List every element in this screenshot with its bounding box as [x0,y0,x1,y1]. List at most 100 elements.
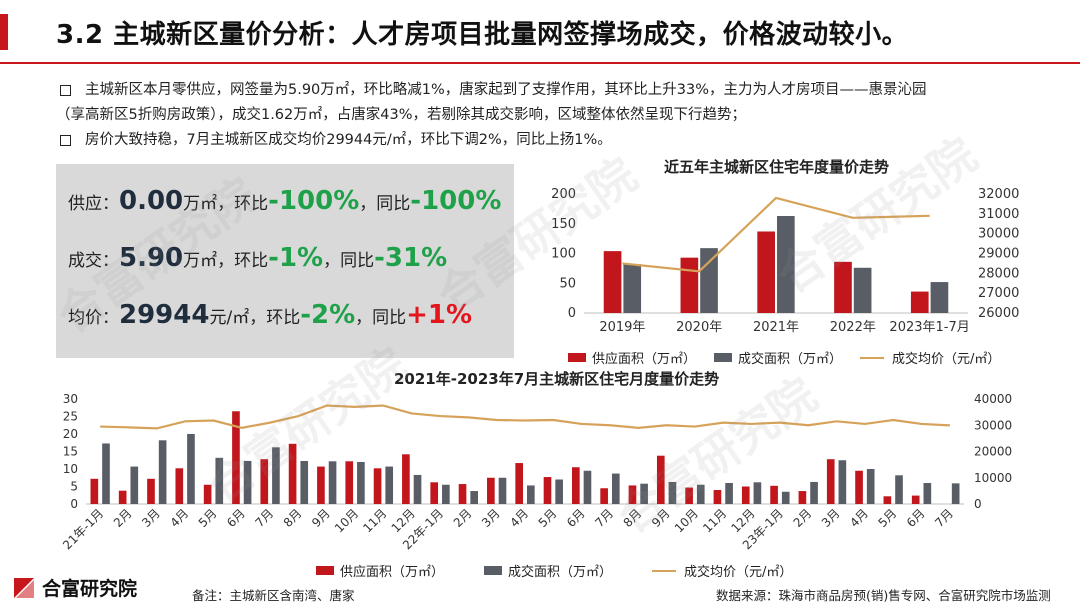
supply-bar [826,459,835,504]
y-left-tick-label: 10 [63,462,78,476]
supply-bar [147,478,155,504]
x-tick-label: 9月 [649,506,673,530]
y-left-tick-label: 50 [559,276,576,291]
supply-bar [834,261,852,313]
supply-bar [288,443,297,504]
annual-legend: 供应面积（万㎡） 成交面积（万㎡） 成交均价（元/㎡） [568,348,1018,367]
legend-price: 成交均价（元/㎡） [652,561,792,580]
legend-label: 成交均价（元/㎡） [684,565,793,580]
deal-bar [102,443,110,504]
supply-bar [175,468,184,504]
supply-bar [515,463,523,504]
legend-label: 成交均价（元/㎡） [892,352,1001,367]
supply-bar [571,467,580,504]
legend-price: 成交均价（元/㎡） [860,348,1000,367]
legend-label: 成交面积（万㎡） [508,565,613,580]
x-tick-label: 7月 [592,506,616,530]
y-left-tick-label: 25 [63,410,78,424]
bullet-text: 房价大致持稳，7月主城新区成交均价29944元/㎡，环比下调2%，同比上扬1%。 [85,132,612,148]
price-line [622,196,930,273]
y-right-tick-label: 32000 [978,187,1019,202]
deal-bar [385,466,394,504]
x-tick-label: 6月 [564,506,588,530]
kpi-value: 5.90 [119,243,184,273]
x-tick-label: 6月 [224,506,248,530]
y-right-tick-label: 40000 [974,392,1012,406]
deal-bar [357,462,365,504]
y-right-tick-label: 20000 [974,445,1012,459]
supply-bar [603,251,622,313]
deal-bar [300,460,309,504]
legend-swatch [714,353,733,362]
deal-bar [158,440,167,504]
kpi-panel: 供应：0.00万㎡，环比-100%，同比-100% 成交：5.90万㎡，环比-1… [56,164,514,358]
y-right-tick-label: 31000 [978,207,1019,222]
deal-bar [700,248,718,313]
kpi-sep: ，同比 [355,308,407,328]
price-line [100,404,950,430]
supply-bar [118,490,127,504]
kpi-label: 成交： [68,251,119,271]
x-tick-label: 2月 [791,506,815,530]
legend-deal: 成交面积（万㎡） [714,348,842,367]
deal-bar [753,482,762,504]
deal-bar [853,267,872,313]
supply-bar [487,477,495,504]
supply-bar [798,491,807,504]
y-right-tick-label: 30000 [974,418,1012,432]
supply-bar [741,486,750,504]
x-tick-label: 4月 [847,506,871,530]
kpi-mom: -2% [300,300,356,330]
title-bar: 3.2 主城新区量价分析：人才房项目批量网签撑场成交，价格波动较小。 [0,0,1080,64]
y-left-tick-label: 15 [63,445,78,459]
y-right-tick-label: 26000 [978,306,1019,321]
x-tick-label: 5月 [196,506,220,530]
supply-bar [855,470,863,504]
deal-bar [215,457,224,504]
x-tick-label: 21年-1月 [60,506,106,552]
deal-bar [810,481,818,504]
y-right-tick-label: 30000 [978,227,1019,242]
deal-bar [611,473,620,504]
supply-bar [680,257,699,313]
x-tick-label: 5月 [536,506,560,530]
x-tick-label: 7月 [252,506,276,530]
deal-bar [527,485,535,504]
x-tick-label: 2022年 [830,320,876,335]
supply-bar [713,490,722,504]
deal-bar [583,470,592,504]
deal-bar [777,216,795,313]
y-right-tick-label: 29000 [978,247,1019,262]
supply-bar [345,461,354,504]
deal-bar [470,491,479,504]
x-tick-label: 10月 [332,506,361,535]
kpi-mom: -100% [268,186,360,216]
deal-bar [130,466,139,504]
deal-bar [623,264,642,313]
kpi-supply-row: 供应：0.00万㎡，环比-100%，同比-100% [68,186,501,216]
kpi-price-row: 均价：29944元/㎡，环比-2%，同比+1% [68,300,472,330]
deal-bar [923,483,932,504]
annual-chart-title: 近五年主城新区住宅年度量价走势 [664,158,890,176]
legend-swatch [652,569,677,572]
bullet-text: 主城新区本月零供应，网签量为5.90万㎡，环比略减1%，唐家起到了支撑作用，其环… [85,82,927,98]
legend-swatch [860,356,885,359]
deal-bar [895,475,903,504]
x-tick-label: 2月 [451,506,475,530]
footer-note: 备注：主城新区含南湾、唐家 [192,588,355,603]
supply-bar [260,459,269,504]
footer-logo: 合富研究院 [12,574,137,601]
legend-swatch [568,353,586,362]
y-left-tick-label: 0 [70,497,78,511]
deal-bar [725,483,733,504]
kpi-sep: ，同比 [359,194,411,214]
legend-swatch [316,566,334,575]
x-tick-label: 2020年 [676,320,722,335]
kpi-mom: -1% [268,243,324,273]
legend-supply: 供应面积（万㎡） [316,561,444,580]
x-tick-label: 6月 [904,506,928,530]
footer-source: 数据来源：珠海市商品房预(销)售专网、合富研究院市场监测 [716,588,1051,603]
supply-bar [628,485,637,504]
deal-bar [442,484,450,504]
